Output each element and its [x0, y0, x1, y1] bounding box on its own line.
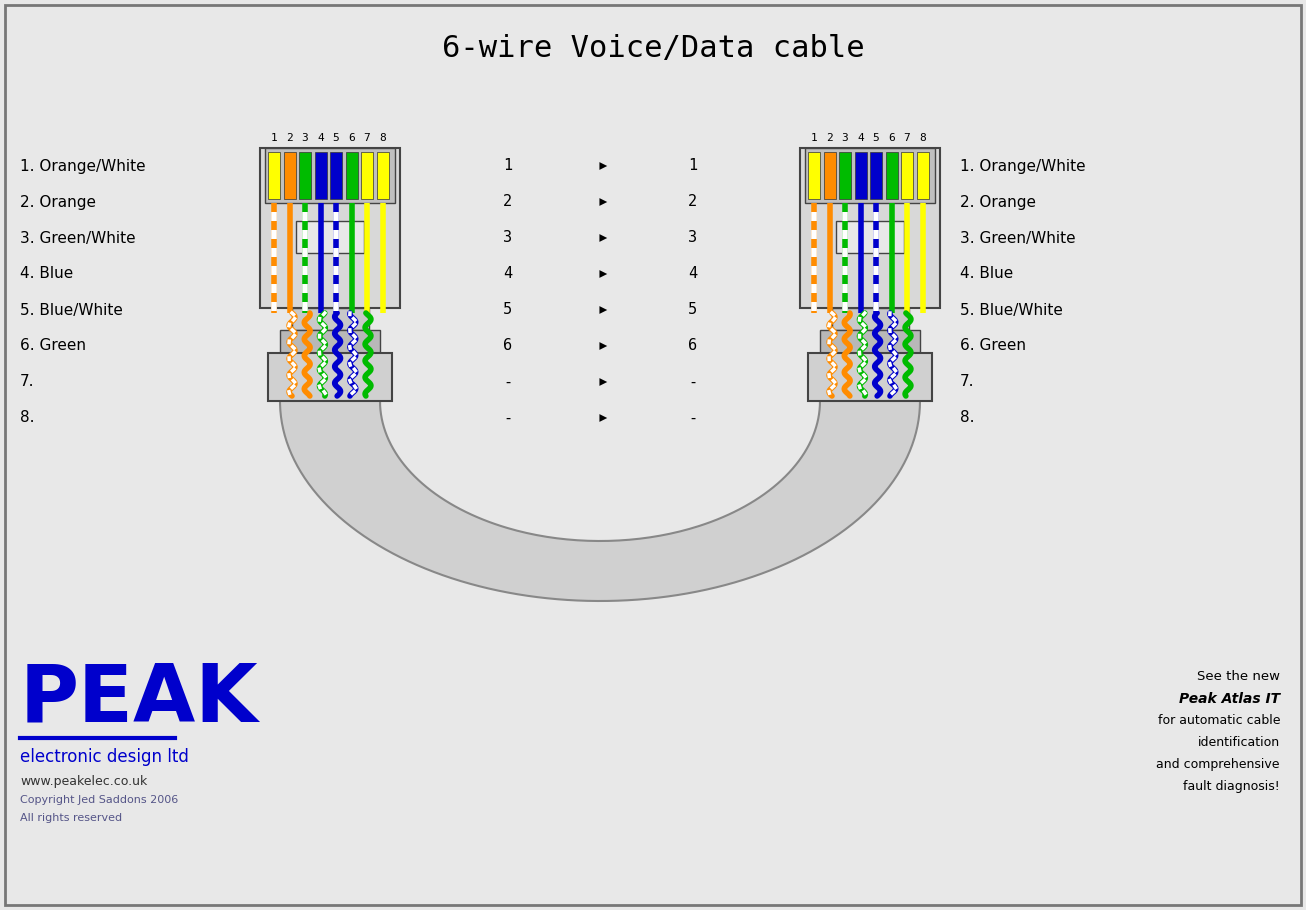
Bar [854, 152, 867, 199]
Bar [901, 152, 913, 199]
Text: 8.: 8. [960, 410, 974, 426]
Text: for automatic cable: for automatic cable [1157, 714, 1280, 727]
Text: PEAK: PEAK [20, 660, 259, 738]
Text: 4: 4 [317, 133, 324, 143]
Text: 6: 6 [688, 339, 697, 353]
Text: 5: 5 [333, 133, 340, 143]
Text: 5. Blue/White: 5. Blue/White [20, 302, 123, 318]
Bar [279, 368, 380, 411]
Text: 5: 5 [872, 133, 879, 143]
Text: electronic design ltd: electronic design ltd [20, 748, 189, 766]
Bar [917, 152, 929, 199]
Bar [804, 148, 935, 203]
Text: -: - [688, 375, 697, 389]
Text: -: - [688, 410, 697, 426]
Text: identification: identification [1198, 736, 1280, 749]
Bar [346, 152, 358, 199]
Text: 7: 7 [363, 133, 371, 143]
Text: 3. Green/White: 3. Green/White [20, 230, 136, 246]
Bar [376, 152, 389, 199]
Text: 3. Green/White: 3. Green/White [960, 230, 1076, 246]
Text: and comprehensive: and comprehensive [1157, 758, 1280, 771]
Text: fault diagnosis!: fault diagnosis! [1183, 780, 1280, 793]
Text: 5. Blue/White: 5. Blue/White [960, 302, 1063, 318]
Text: 1. Orange/White: 1. Orange/White [960, 158, 1085, 174]
Text: All rights reserved: All rights reserved [20, 813, 123, 823]
Text: Copyright Jed Saddons 2006: Copyright Jed Saddons 2006 [20, 795, 178, 805]
Bar [260, 148, 400, 308]
Text: 6. Green: 6. Green [20, 339, 86, 353]
Text: 1: 1 [811, 133, 818, 143]
Text: 6: 6 [503, 339, 512, 353]
Bar [870, 152, 882, 199]
Text: 2: 2 [286, 133, 293, 143]
Text: 7.: 7. [20, 375, 34, 389]
Bar [291, 308, 368, 330]
Bar [801, 148, 940, 308]
Text: 2: 2 [503, 195, 512, 209]
Bar [296, 221, 363, 253]
Text: 2: 2 [827, 133, 833, 143]
Bar [279, 330, 380, 358]
Text: 2: 2 [688, 195, 697, 209]
Text: 7: 7 [904, 133, 910, 143]
Bar [315, 152, 326, 199]
Bar [820, 330, 921, 358]
Text: 1: 1 [503, 158, 512, 174]
Bar [330, 152, 342, 199]
Text: 3: 3 [302, 133, 308, 143]
Text: 7.: 7. [960, 375, 974, 389]
Bar [885, 152, 897, 199]
Text: 6. Green: 6. Green [960, 339, 1027, 353]
Bar [265, 148, 394, 203]
Text: 2. Orange: 2. Orange [960, 195, 1036, 209]
Bar [824, 152, 836, 199]
Text: See the new: See the new [1198, 670, 1280, 683]
Bar [360, 152, 374, 199]
Bar [283, 152, 295, 199]
Text: 4: 4 [688, 267, 697, 281]
Bar [832, 308, 909, 330]
Polygon shape [279, 391, 919, 601]
Bar [838, 152, 852, 199]
Text: 3: 3 [841, 133, 849, 143]
Text: 6: 6 [888, 133, 895, 143]
Text: 8.: 8. [20, 410, 34, 426]
Text: 4. Blue: 4. Blue [960, 267, 1013, 281]
Text: 5: 5 [503, 302, 512, 318]
Bar [268, 152, 279, 199]
Bar [820, 368, 919, 411]
Text: 3: 3 [503, 230, 512, 246]
Text: www.peakelec.co.uk: www.peakelec.co.uk [20, 775, 148, 788]
Text: 8: 8 [379, 133, 385, 143]
Text: 4. Blue: 4. Blue [20, 267, 73, 281]
Bar [299, 152, 311, 199]
Text: 6-wire Voice/Data cable: 6-wire Voice/Data cable [441, 34, 865, 63]
Bar [808, 152, 820, 199]
Text: 5: 5 [688, 302, 697, 318]
Text: 3: 3 [688, 230, 697, 246]
Text: 6: 6 [349, 133, 355, 143]
Text: 8: 8 [919, 133, 926, 143]
Text: -: - [503, 375, 512, 389]
Text: 1. Orange/White: 1. Orange/White [20, 158, 146, 174]
Bar [269, 353, 392, 401]
Bar [836, 221, 904, 253]
Text: 4: 4 [857, 133, 865, 143]
Bar [808, 353, 931, 401]
Text: 1: 1 [688, 158, 697, 174]
Text: 1: 1 [270, 133, 277, 143]
Text: 2. Orange: 2. Orange [20, 195, 97, 209]
Text: Peak Atlas IT: Peak Atlas IT [1179, 692, 1280, 706]
Text: -: - [503, 410, 512, 426]
Text: 4: 4 [503, 267, 512, 281]
